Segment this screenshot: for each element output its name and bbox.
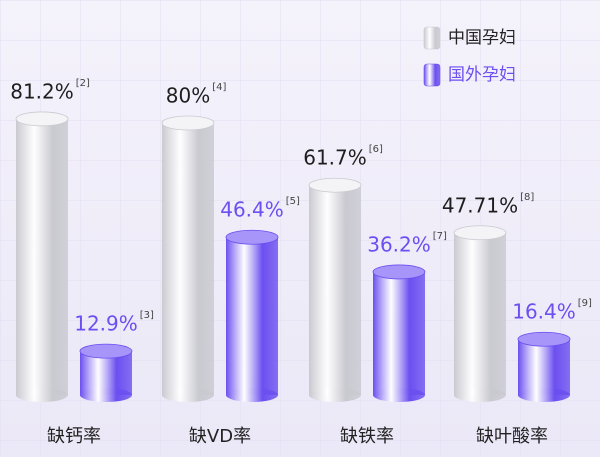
bar [15, 111, 69, 402]
value-label: 47.71% [442, 193, 518, 217]
value-label: 46.4% [220, 198, 284, 222]
bar-body [162, 123, 214, 395]
legend-swatch [423, 26, 441, 50]
bar [372, 264, 426, 402]
bar [161, 115, 215, 402]
x-tick-label: 缺铁率 [340, 426, 394, 447]
reference-note: [8] [520, 192, 534, 203]
value-label: 81.2% [10, 79, 74, 103]
x-tick-label: 缺叶酸率 [476, 426, 548, 447]
bar-body [518, 339, 570, 395]
bar-body [16, 118, 68, 396]
bar [225, 229, 279, 402]
reference-note: [6] [369, 144, 383, 155]
legend-swatch [423, 63, 441, 87]
bar-top [453, 225, 507, 241]
legend-label: 国外孕妇 [448, 65, 516, 85]
bar-top [308, 177, 362, 193]
bar-top [79, 343, 133, 359]
value-label: 61.7% [303, 146, 367, 170]
value-label: 80% [166, 84, 210, 108]
x-tick-label: 缺钙率 [47, 426, 101, 447]
bar-body [454, 232, 506, 395]
bar [79, 343, 133, 402]
bar-top [225, 229, 279, 245]
bar [308, 177, 362, 402]
x-tick-label: 缺VD率 [189, 426, 251, 447]
value-label: 16.4% [512, 300, 576, 324]
value-label: 36.2% [367, 232, 431, 256]
bar [453, 225, 507, 402]
reference-note: [3] [140, 310, 154, 321]
bar [517, 331, 571, 402]
bar-top [517, 331, 571, 347]
bar-body [309, 185, 361, 395]
reference-note: [5] [286, 196, 300, 207]
reference-note: [2] [76, 78, 90, 89]
reference-note: [4] [212, 82, 226, 93]
bar-top [372, 264, 426, 280]
bar-top [161, 115, 215, 131]
reference-note: [7] [433, 231, 447, 242]
reference-note: [9] [578, 298, 592, 309]
value-label: 12.9% [74, 312, 138, 336]
bar-body [226, 237, 278, 395]
bar-body [373, 271, 425, 395]
bar-top [15, 111, 69, 127]
legend-label: 中国孕妇 [448, 28, 516, 48]
